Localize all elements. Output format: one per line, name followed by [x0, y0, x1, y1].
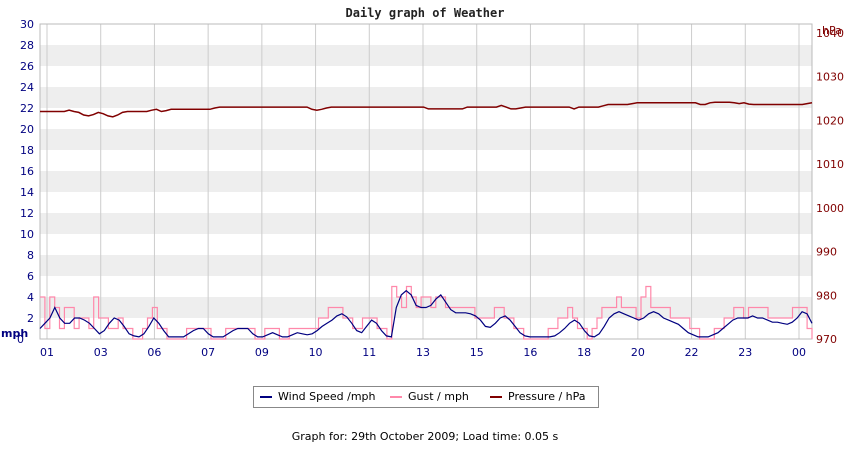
legend-item-pressure: Pressure / hPa — [490, 390, 586, 403]
right-axis-ticks: 970 980 990 1000 1010 1020 1030 1040 — [816, 27, 844, 346]
grid-band — [40, 129, 812, 150]
x-tick-label: 09 — [255, 346, 269, 359]
grid-band — [40, 234, 812, 255]
footer-status: Graph for: 29th October 2009; Load time:… — [291, 430, 559, 443]
grid-band — [40, 45, 812, 66]
grid-band — [40, 108, 812, 129]
series-layer — [39, 101, 813, 340]
x-tick-label: 10 — [309, 346, 323, 359]
left-axis-label: mph — [1, 327, 28, 340]
left-tick-label: 18 — [20, 144, 34, 157]
right-tick-label: 1020 — [816, 114, 844, 127]
grid-band — [40, 66, 812, 87]
right-tick-label: 1010 — [816, 158, 844, 171]
left-tick-label: 28 — [20, 39, 34, 52]
grid-band — [40, 318, 812, 339]
left-tick-label: 14 — [20, 186, 34, 199]
right-tick-label: 990 — [816, 246, 837, 259]
x-tick-label: 00 — [792, 346, 806, 359]
plot-background-bands — [40, 24, 812, 339]
right-tick-label: 980 — [816, 289, 837, 302]
right-tick-label: 1030 — [816, 71, 844, 84]
gust-line — [40, 285, 813, 340]
x-tick-label: 22 — [685, 346, 699, 359]
right-tick-label: 970 — [816, 333, 837, 346]
legend-label-wind: Wind Speed /mph — [278, 390, 376, 403]
x-tick-label: 13 — [416, 346, 430, 359]
left-tick-label: 30 — [20, 18, 34, 31]
plot-area-border — [39, 23, 813, 340]
left-tick-label: 8 — [27, 249, 34, 262]
left-tick-label: 12 — [20, 207, 34, 220]
wind-speed-line — [39, 289, 813, 338]
grid-band — [40, 87, 812, 108]
x-tick-label: 16 — [523, 346, 537, 359]
x-tick-label: 20 — [631, 346, 645, 359]
left-tick-label: 2 — [27, 312, 34, 325]
legend-swatch-pressure — [490, 396, 502, 398]
legend-item-gust: Gust / mph — [390, 390, 469, 403]
x-tick-label: 07 — [201, 346, 215, 359]
left-tick-label: 22 — [20, 102, 34, 115]
left-tick-label: 6 — [27, 270, 34, 283]
left-tick-label: 10 — [20, 228, 34, 241]
grid-band — [40, 150, 812, 171]
right-axis-label: hPa — [822, 24, 842, 37]
left-tick-label: 4 — [27, 291, 34, 304]
legend-label-gust: Gust / mph — [408, 390, 469, 403]
x-tick-label: 15 — [470, 346, 484, 359]
legend: Wind Speed /mph Gust / mph Pressure / hP… — [253, 386, 599, 408]
x-tick-label: 11 — [362, 346, 376, 359]
x-tick-label: 01 — [40, 346, 54, 359]
right-tick-label: 1040 — [816, 27, 844, 40]
x-tick-label: 23 — [738, 346, 752, 359]
left-tick-label: 20 — [20, 123, 34, 136]
left-tick-label: 26 — [20, 60, 34, 73]
left-tick-label: 0 — [17, 333, 24, 346]
left-tick-label: 24 — [20, 81, 34, 94]
pressure-line — [40, 101, 813, 118]
x-tick-label: 06 — [147, 346, 161, 359]
grid-band — [40, 276, 812, 297]
grid-band — [40, 213, 812, 234]
legend-item-wind: Wind Speed /mph — [260, 390, 376, 403]
grid-band — [40, 24, 812, 45]
x-axis-ticks: 01 03 06 07 09 10 11 13 15 16 18 20 22 23 00 — [40, 346, 806, 359]
legend-swatch-gust — [390, 396, 402, 398]
left-tick-label: 16 — [20, 165, 34, 178]
grid-band — [40, 171, 812, 192]
vertical-gridlines — [46, 24, 800, 339]
grid-band — [40, 255, 812, 276]
chart-title: Daily graph of Weather — [346, 6, 505, 20]
legend-swatch-wind — [260, 396, 272, 398]
grid-band — [40, 192, 812, 213]
right-tick-label: 1000 — [816, 202, 844, 215]
x-tick-label: 03 — [94, 346, 108, 359]
x-tick-label: 18 — [577, 346, 591, 359]
legend-label-pressure: Pressure / hPa — [508, 390, 586, 403]
weather-chart: Daily graph of Weather 02468101214161820… — [1, 6, 844, 359]
